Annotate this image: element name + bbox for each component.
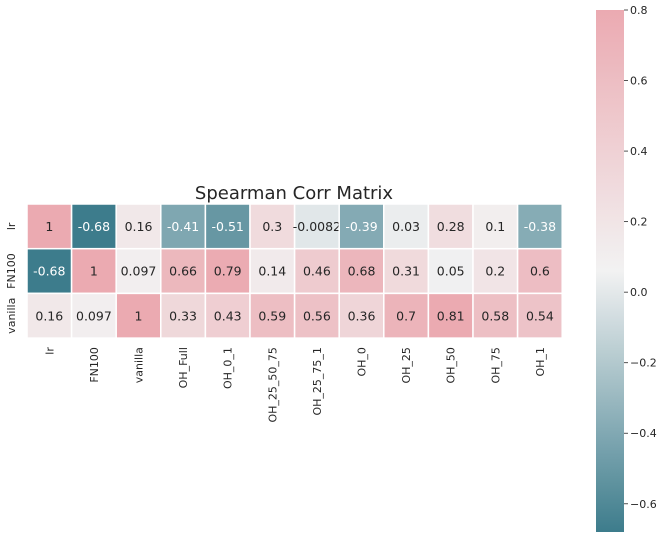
column-label-oh-full: OH_Full — [177, 347, 190, 388]
cell-value-label: 0.46 — [303, 264, 331, 279]
cell-value-label: 1 — [135, 308, 143, 323]
column-label-oh-75: OH_75 — [489, 347, 502, 383]
column-label-oh-25-75-1: OH_25_75_1 — [311, 347, 324, 415]
cell-value-label: 0.7 — [396, 308, 416, 323]
cell-value-label: 0.56 — [303, 308, 331, 323]
cell-value-label: 0.31 — [392, 264, 420, 279]
cell-value-label: 0.33 — [169, 308, 197, 323]
cell-value-label: 0.58 — [481, 308, 509, 323]
cell-value-label: 0.59 — [258, 308, 286, 323]
cell-value-label: 0.03 — [392, 219, 420, 234]
column-labels: lr FN100 vanilla OH_Full OH_0_1 OH_25_50_75 OH… — [43, 347, 547, 423]
heatmap-cell-fn100-fn100 — [70, 247, 117, 295]
cell-value-label: 0.81 — [437, 308, 465, 323]
colorbar-tick-label: 0.2 — [630, 216, 648, 229]
cell-value-label: 0.43 — [214, 308, 242, 323]
column-label-oh-1: OH_1 — [534, 347, 547, 376]
cell-value-label: 0.6 — [530, 264, 550, 279]
heatmap-cell-lr-oh-50 — [427, 203, 474, 250]
heatmap-cell-lr-oh-0 — [338, 203, 385, 250]
cell-value-label: 0.097 — [76, 308, 112, 323]
heatmap-cell-fn100-oh-0-1 — [204, 247, 251, 295]
heatmap-cell-fn100-oh-25 — [383, 247, 430, 295]
colorbar-tick-label: 0.8 — [630, 4, 648, 17]
cell-value-label: -0.38 — [524, 219, 556, 234]
cell-value-label: 0.68 — [348, 264, 376, 279]
cell-value-label: -0.39 — [345, 219, 377, 234]
colorbar-gradient — [596, 10, 624, 532]
heatmap-cell-vanilla-vanilla — [115, 292, 162, 339]
heatmap-cell-vanilla-lr — [26, 292, 73, 339]
cell-value-label: 0.54 — [526, 308, 554, 323]
colorbar-tick-label: 0.4 — [630, 145, 648, 158]
chart-title: Spearman Corr Matrix — [195, 183, 394, 204]
row-label-lr: lr — [5, 222, 18, 230]
colorbar-tick-label: −0.2 — [630, 357, 657, 370]
column-label-fn100: FN100 — [88, 347, 101, 383]
heatmap-cell-vanilla-oh-0-1 — [204, 292, 251, 339]
column-label-oh-0: OH_0 — [356, 347, 369, 376]
heatmap-cell-vanilla-oh-75 — [472, 292, 519, 339]
column-label-oh-0-1: OH_0_1 — [222, 347, 235, 389]
cell-value-label: 0.3 — [262, 219, 282, 234]
heatmap-cell-vanilla-oh-25-75-1 — [293, 292, 340, 339]
heatmap-cell-vanilla-oh-1 — [516, 292, 563, 339]
cell-value-label: 0.66 — [169, 264, 197, 279]
cell-value-label: -0.0082 — [293, 219, 341, 234]
cell-value-label: 0.05 — [437, 264, 465, 279]
cell-value-label: 0.36 — [348, 308, 376, 323]
heatmap-cell-vanilla-oh-full — [160, 292, 207, 339]
column-label-oh-50: OH_50 — [445, 347, 458, 383]
heatmap-cells: 1 -0.68 0.16 -0.41 -0.51 0.3 -0.0082 -0.39 0.03 0… — [26, 203, 563, 339]
cell-value-label: 0.28 — [437, 219, 465, 234]
cell-value-label: 0.16 — [125, 219, 153, 234]
cell-value-label: 1 — [45, 219, 53, 234]
row-labels: lr FN100 vanilla — [5, 222, 18, 334]
row-label-vanilla: vanilla — [5, 298, 18, 334]
column-label-oh-25-50-75: OH_25_50_75 — [266, 347, 279, 422]
colorbar-tick-label: −0.6 — [630, 498, 657, 511]
heatmap-cell-vanilla-oh-50 — [427, 292, 474, 339]
column-label-vanilla: vanilla — [133, 347, 146, 383]
cell-value-label: 0.14 — [258, 264, 286, 279]
cell-value-label: 0.097 — [121, 264, 157, 279]
heatmap-cell-lr-oh-25-50-75 — [249, 203, 296, 250]
cell-value-label: -0.51 — [212, 219, 244, 234]
heatmap-cell-fn100-oh-full — [160, 247, 207, 295]
column-label-lr: lr — [43, 347, 56, 355]
colorbar-tick-label: −0.4 — [630, 427, 657, 440]
heatmap-cell-fn100-oh-25-75-1 — [293, 247, 340, 295]
colorbar: 0.8 0.6 0.4 0.2 0.0 −0.2 −0.4 −0.6 — [596, 4, 657, 532]
cell-value-label: 0.79 — [214, 264, 242, 279]
cell-value-label: -0.41 — [167, 219, 199, 234]
column-label-oh-25: OH_25 — [400, 347, 413, 383]
cell-value-label: 0.2 — [485, 264, 505, 279]
heatmap-cell-lr-lr — [26, 203, 73, 250]
cell-value-label: -0.68 — [33, 264, 65, 279]
colorbar-tick-label: 0.0 — [630, 286, 648, 299]
cell-value-label: 0.1 — [485, 219, 505, 234]
heatmap-cell-lr-oh-1 — [516, 203, 563, 250]
heatmap-cell-fn100-oh-75 — [472, 247, 519, 295]
heatmap-cell-fn100-oh-1 — [516, 247, 563, 295]
cell-value-label: -0.68 — [78, 219, 110, 234]
colorbar-tick-label: 0.6 — [630, 75, 648, 88]
heatmap-cell-fn100-oh-50 — [427, 247, 474, 295]
cell-value-label: 1 — [90, 264, 98, 279]
heatmap-cell-fn100-oh-0 — [338, 247, 385, 295]
row-label-fn100: FN100 — [5, 253, 18, 289]
cell-value-label: 0.16 — [35, 308, 63, 323]
